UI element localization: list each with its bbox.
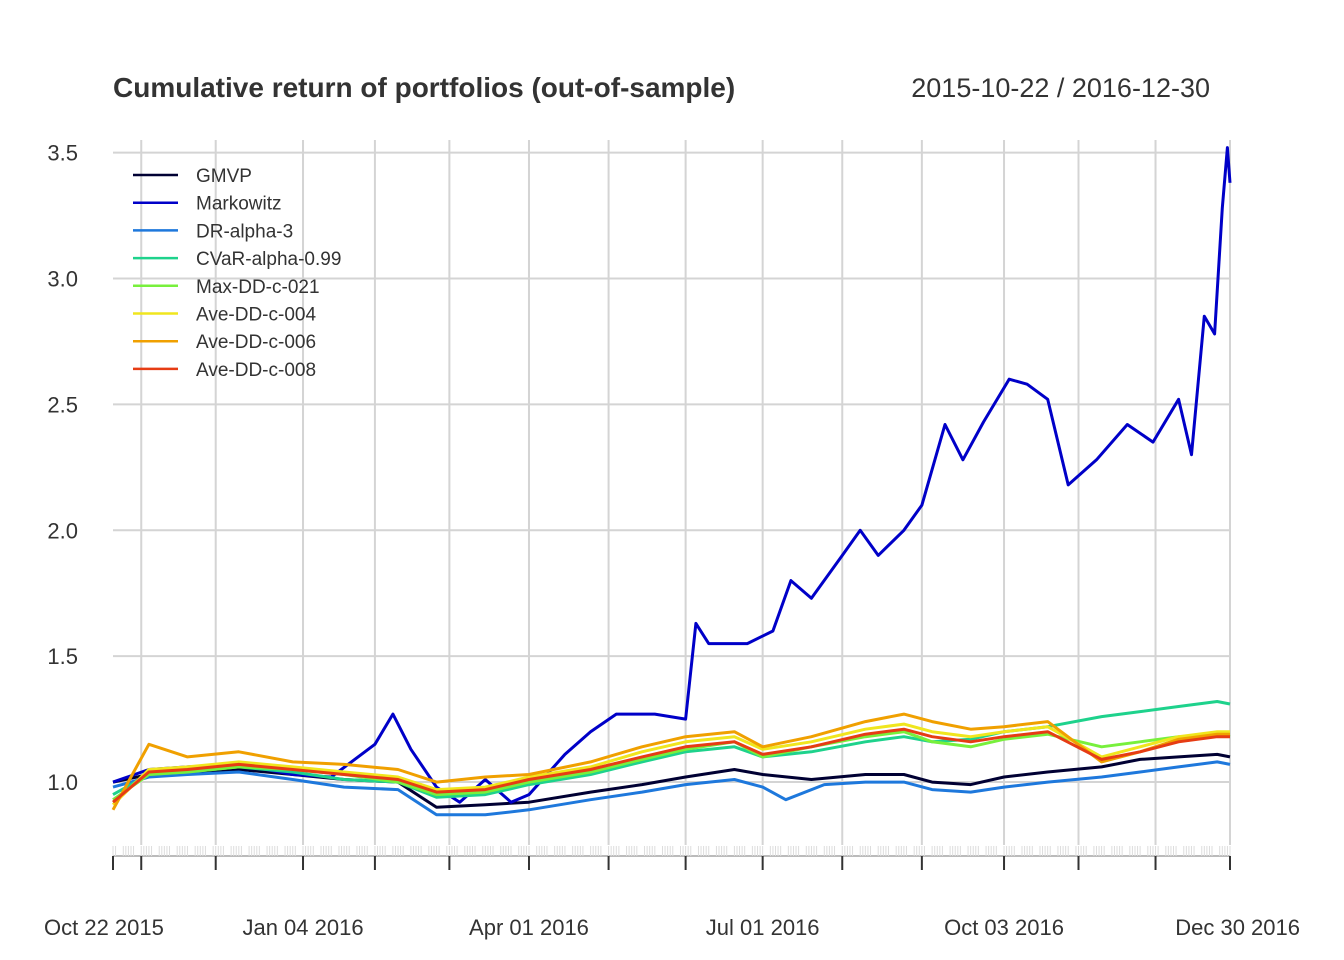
legend-label: Max-DD-c-021 [196, 277, 320, 298]
chart-date-range: 2015-10-22 / 2016-12-30 [911, 73, 1210, 103]
y-tick-label: 3.5 [47, 141, 78, 166]
x-tick-label: Oct 03 2016 [944, 915, 1064, 940]
series-line-dr-alpha-3 [112, 760, 1231, 817]
grid-layer [113, 140, 1231, 845]
x-tick-label: Jul 01 2016 [706, 915, 820, 940]
x-tick-label: Jan 04 2016 [242, 915, 363, 940]
y-tick-label: 3.0 [47, 266, 78, 291]
legend-label: Ave-DD-c-008 [196, 360, 316, 381]
series-line-ave-dd-c-008 [112, 727, 1230, 804]
legend-label: Markowitz [196, 194, 282, 215]
y-tick-label: 1.0 [47, 770, 78, 795]
legend-label: CVaR-alpha-0.99 [196, 249, 341, 270]
x-tick-label: Apr 01 2016 [469, 915, 589, 940]
y-tick-label: 2.0 [47, 518, 78, 543]
x-tick-label: Oct 22 2015 [44, 915, 164, 940]
y-tick-label: 2.5 [47, 392, 78, 417]
legend-label: Ave-DD-c-006 [196, 332, 316, 353]
legend: GMVP Markowitz DR-alpha-3 CVaR-alpha-0.99 Ma… [133, 166, 341, 381]
series-layer [111, 146, 1232, 817]
series-line-cvar-alpha-0-99 [112, 700, 1231, 799]
legend-label: DR-alpha-3 [196, 221, 293, 242]
chart-title: Cumulative return of portfolios (out-of-… [113, 72, 735, 103]
legend-label: GMVP [196, 166, 252, 187]
series-line-ave-dd-c-004 [111, 722, 1230, 806]
series-line-markowitz [112, 146, 1232, 804]
x-tick-label: Dec 30 2016 [1175, 915, 1300, 940]
legend-label: Ave-DD-c-004 [196, 305, 316, 326]
series-line-ave-dd-c-006 [111, 712, 1230, 811]
axis-layer: 1.0 1.5 2.0 2.5 3.0 3.5 Oct 22 2015 Jan 04 2016… [44, 141, 1300, 940]
y-tick-label: 1.5 [47, 644, 78, 669]
